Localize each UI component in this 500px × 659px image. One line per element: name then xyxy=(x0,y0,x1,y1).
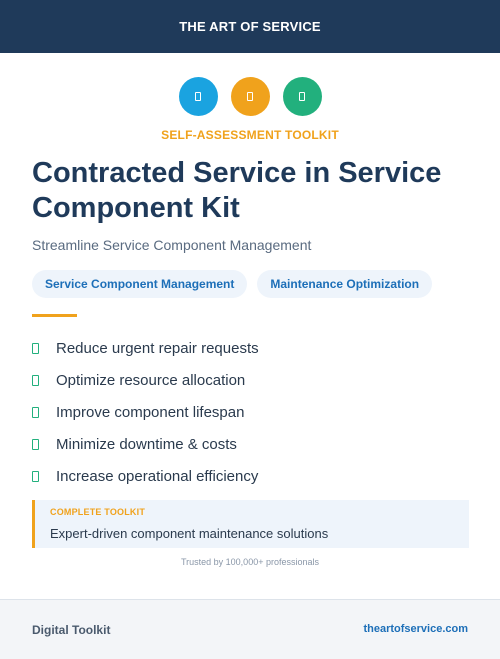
top-banner: THE ART OF SERVICE xyxy=(0,0,500,53)
benefit-text: Reduce urgent repair requests xyxy=(56,339,259,357)
benefit-item: Reduce urgent repair requests xyxy=(32,332,259,364)
footer-label: Digital Toolkit xyxy=(32,623,111,637)
check-icon xyxy=(32,374,39,386)
callout-label: COMPLETE TOOLKIT xyxy=(50,507,146,517)
check-icon xyxy=(32,470,39,482)
clipboard-icon xyxy=(178,77,218,116)
brand-name: THE ART OF SERVICE xyxy=(179,19,321,34)
document-icon xyxy=(230,77,270,116)
benefit-item: Increase operational efficiency xyxy=(32,460,259,492)
icon-row xyxy=(0,77,500,116)
benefit-text: Improve component lifespan xyxy=(56,403,245,421)
benefit-list: Reduce urgent repair requests Optimize r… xyxy=(32,332,259,492)
toolkit-callout: COMPLETE TOOLKIT Expert-driven component… xyxy=(32,500,469,548)
tag-service-component-management: Service Component Management xyxy=(32,270,248,298)
check-icon xyxy=(32,406,39,418)
benefit-text: Minimize downtime & costs xyxy=(56,435,237,453)
website-link[interactable]: theartofservice.com xyxy=(363,623,468,635)
tag-list: Service Component Management Maintenance… xyxy=(32,270,433,298)
check-icon xyxy=(32,438,39,450)
check-icon xyxy=(32,342,39,354)
benefit-item: Minimize downtime & costs xyxy=(32,428,259,460)
page-title: Contracted Service in Service Component … xyxy=(32,157,442,224)
trust-note: Trusted by 100,000+ professionals xyxy=(180,557,319,567)
toolkit-kicker: SELF-ASSESSMENT TOOLKIT xyxy=(161,128,339,142)
benefit-item: Improve component lifespan xyxy=(32,396,259,428)
file-icon xyxy=(282,77,322,116)
section-divider xyxy=(32,314,77,317)
callout-text: Expert-driven component maintenance solu… xyxy=(50,526,329,541)
benefit-text: Optimize resource allocation xyxy=(56,371,246,389)
tag-maintenance-optimization: Maintenance Optimization xyxy=(257,270,433,298)
benefit-text: Increase operational efficiency xyxy=(56,467,259,485)
subtitle: Streamline Service Component Management xyxy=(32,237,312,253)
benefit-item: Optimize resource allocation xyxy=(32,364,259,396)
footer: Digital Toolkit theartofservice.com xyxy=(0,599,500,659)
